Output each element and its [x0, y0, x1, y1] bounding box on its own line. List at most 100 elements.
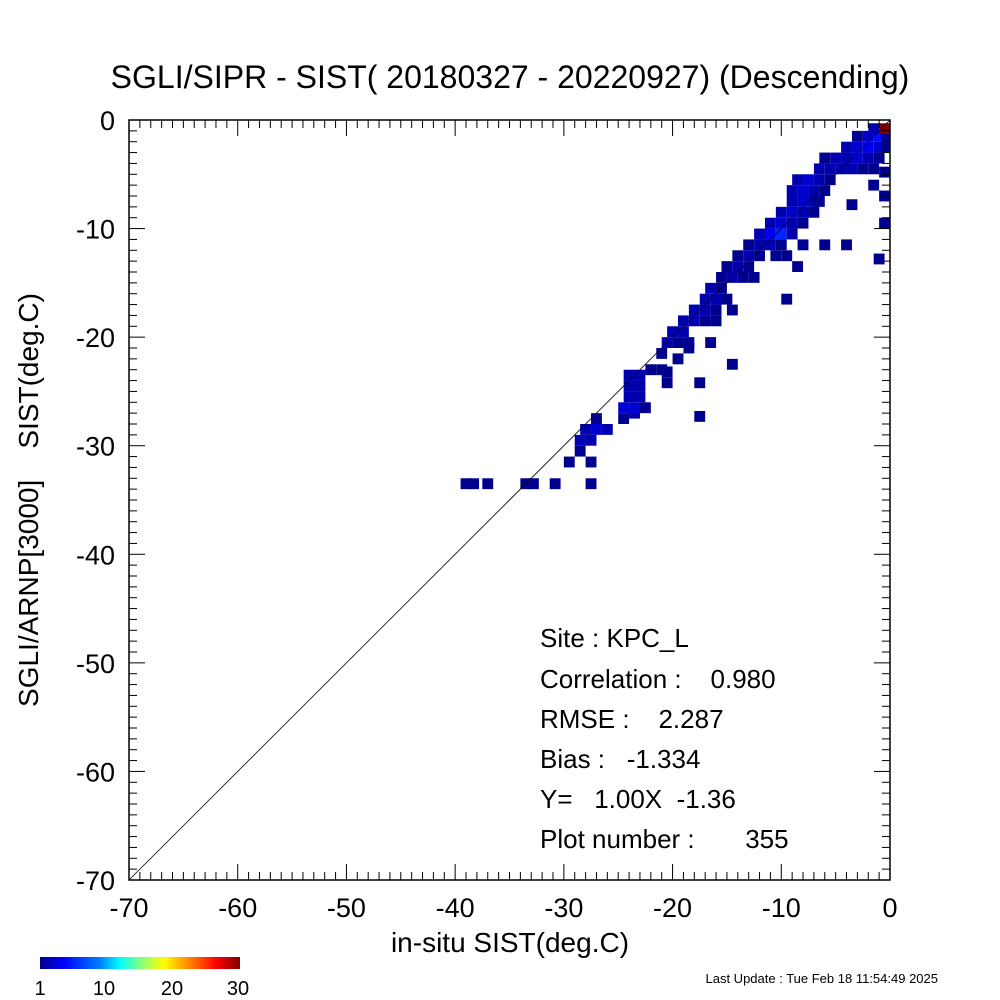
bias-label: Bias : -1.334 [540, 744, 700, 774]
density-cell [639, 402, 651, 414]
x-tick-label: -40 [436, 893, 475, 923]
density-cell [645, 364, 657, 376]
density-cell [688, 315, 700, 327]
density-cell [672, 337, 684, 348]
density-cell [797, 185, 809, 196]
density-cell [694, 410, 706, 422]
density-cell [672, 353, 684, 365]
density-cell [879, 123, 890, 135]
density-cell [764, 239, 776, 251]
density-cell [710, 293, 722, 305]
density-cell [841, 141, 852, 153]
density-cell [808, 185, 820, 196]
density-cell [786, 185, 798, 196]
density-cell [710, 304, 722, 316]
density-cell [868, 163, 880, 175]
density-cell [574, 434, 586, 446]
density-cell [846, 199, 858, 211]
density-cell [797, 196, 809, 207]
density-cell [851, 130, 863, 142]
density-cell [661, 366, 673, 378]
density-cell [585, 456, 597, 468]
density-cell [623, 391, 635, 403]
density-cell [683, 337, 695, 348]
site-label: Site : KPC_L [540, 623, 689, 653]
density-cell [851, 152, 863, 164]
density-cell [667, 326, 679, 338]
x-tick-label: 0 [882, 893, 897, 923]
density-cell [688, 304, 700, 316]
density-cell [726, 304, 738, 316]
density-cell [618, 402, 630, 414]
density-cell [862, 141, 874, 153]
colorbar-tick-label: 30 [227, 978, 249, 1000]
density-cell [764, 228, 776, 240]
density-cell [623, 369, 635, 381]
density-cell [527, 478, 539, 490]
density-cell [797, 206, 809, 218]
y-tick-label: -40 [76, 540, 115, 570]
density-cell [770, 250, 782, 262]
y-tick-labels: -70 -60 -50 -40 -30 -20 -10 0 [76, 106, 115, 896]
density-cell [585, 478, 597, 490]
density-cell [808, 206, 820, 218]
density-cell [705, 337, 717, 348]
y-tick-label: -10 [76, 215, 115, 245]
fit-equation-label: Y= 1.00X -1.36 [540, 784, 736, 814]
density-cell [623, 380, 635, 392]
density-cell [846, 163, 858, 175]
y-tick-label: 0 [100, 106, 115, 136]
density-cell [786, 217, 798, 229]
density-cell [726, 358, 738, 370]
density-cell [699, 304, 711, 316]
y-tick-label: -50 [76, 649, 115, 679]
density-cell [591, 413, 602, 424]
density-cell [879, 217, 890, 229]
density-cell [743, 250, 755, 262]
x-tick-labels: -70 -60 -50 -40 -30 -20 -10 0 [109, 893, 897, 923]
y-tick-label: -20 [76, 323, 115, 353]
density-cell [678, 315, 689, 327]
density-cell [683, 342, 695, 354]
density-cell [879, 166, 890, 178]
chart-title: SGLI/SIPR - SIST( 20180327 - 20220927) (… [111, 59, 910, 95]
major-ticks [128, 119, 891, 881]
density-cell [819, 185, 831, 196]
colorbar-tick-label: 10 [93, 978, 115, 1000]
x-tick-label: -10 [762, 893, 801, 923]
density-cell [824, 163, 836, 175]
density-cell [585, 434, 597, 446]
last-update-label: Last Update : Tue Feb 18 11:54:49 2025 [706, 971, 939, 986]
density-cell [841, 239, 852, 251]
density-cell [813, 174, 825, 186]
density-cell [549, 478, 561, 490]
density-cell [813, 196, 825, 207]
x-tick-label: -20 [653, 893, 692, 923]
density-cell [873, 253, 885, 265]
density-cell [618, 413, 630, 424]
density-cell [754, 228, 765, 240]
density-cell [563, 456, 575, 468]
density-cell [482, 478, 494, 490]
density-cell [857, 163, 869, 175]
colorbar: 1 10 20 30 [34, 957, 249, 1000]
density-cell [862, 130, 874, 142]
x-tick-label: -50 [327, 893, 366, 923]
density-cell [786, 206, 798, 218]
density-cell [601, 424, 613, 435]
y-tick-label: -60 [76, 757, 115, 787]
colorbar-gradient [40, 957, 240, 969]
density-cell [634, 369, 646, 381]
density-cell [781, 250, 793, 262]
density-cell [786, 196, 798, 207]
density-cell [851, 141, 863, 153]
y-tick-label: -30 [76, 432, 115, 462]
density-cell [819, 239, 831, 251]
x-tick-label: -30 [544, 893, 583, 923]
density-cell [841, 152, 852, 164]
density-cell [803, 174, 814, 186]
density-cell [580, 424, 592, 435]
density-cell [468, 478, 480, 490]
density-cell [748, 272, 760, 283]
